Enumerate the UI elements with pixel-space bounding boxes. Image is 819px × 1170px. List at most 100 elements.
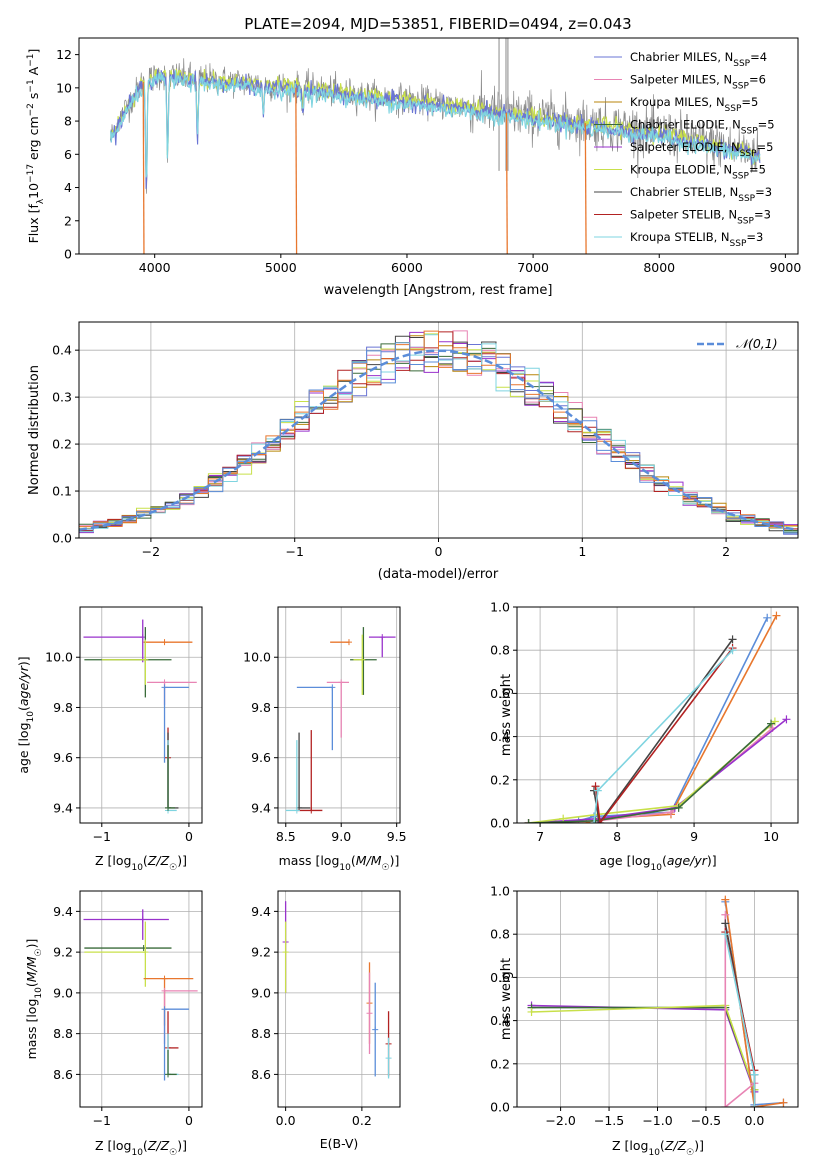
legend-entry: Kroupa STELIB, NSSP=3 <box>630 230 763 249</box>
y-tick-label: 0.6 <box>490 970 510 985</box>
y-axis-label: mass weight <box>499 958 514 1040</box>
x-tick-label: 0.2 <box>352 1113 372 1128</box>
y-tick-label: 0.4 <box>490 1013 510 1028</box>
errorbar <box>83 909 169 940</box>
data-point <box>372 1026 379 1033</box>
plot-area <box>282 901 392 1079</box>
data-point <box>161 684 168 691</box>
plot-area <box>83 619 197 814</box>
y-tick-label: 0.0 <box>52 531 72 546</box>
y-tick-label: 9.6 <box>53 750 73 765</box>
y-tick-label: 0.8 <box>490 643 510 658</box>
model-dropout <box>505 112 508 254</box>
y-tick-label: 0.0 <box>490 1100 510 1115</box>
errorbar <box>353 634 366 695</box>
x-tick-label: 9.5 <box>387 829 407 844</box>
y-tick-label: 9.8 <box>53 700 73 715</box>
y-tick-label: 9.4 <box>53 800 73 815</box>
x-tick-label: −2 <box>142 544 160 559</box>
data-point <box>524 819 533 823</box>
axes-frame <box>277 606 401 824</box>
x-axis-label: wavelength [Angstrom, rest frame] <box>324 283 553 298</box>
model-dropout <box>295 87 298 254</box>
legend-entry: Salpeter STELIB, NSSP=3 <box>630 208 771 227</box>
x-tick-label: 1 <box>578 544 586 559</box>
y-tick-label: 4 <box>64 180 72 195</box>
errorbar <box>296 732 311 811</box>
y-tick-label: 0.4 <box>52 343 72 358</box>
y-axis-label: mass [log10(M/M☉)] <box>24 939 44 1060</box>
y-axis-label: age [log10(age/yr)] <box>16 656 36 773</box>
data-point <box>763 613 772 622</box>
y-tick-label: 0.2 <box>52 437 72 452</box>
x-axis-label: Z [log10(Z/Z☉)] <box>95 853 187 873</box>
x-tick-label: 9.0 <box>331 829 351 844</box>
data-point <box>527 1007 536 1016</box>
x-tick-label: −1 <box>93 1113 111 1128</box>
data-point <box>591 816 600 823</box>
errorbar <box>165 740 177 814</box>
model-spectrum <box>109 70 761 178</box>
errorbar <box>84 921 149 987</box>
data-point <box>728 635 737 644</box>
data-point <box>767 719 776 728</box>
data-point <box>161 987 168 994</box>
weight-z-panel: −2.0 −1.5 −1.0 −0.5 0.0 0.0 0.2 0.4 0.6 0.8 1.0 Z [… <box>490 884 799 1158</box>
data-point <box>721 1103 730 1107</box>
x-axis-label: mass [log10(M/M☉)] <box>279 853 400 873</box>
errorbar <box>296 684 336 751</box>
x-tick-label: 0.0 <box>276 1113 296 1128</box>
y-tick-label: 9.4 <box>53 904 73 919</box>
model-dropout <box>584 123 587 254</box>
data-point <box>142 656 149 663</box>
x-tick-label: 10 <box>763 829 779 844</box>
y-tick-label: 9.8 <box>251 700 271 715</box>
mass-ebv-panel: 0.0 0.2 8.6 8.8 9.0 9.2 9.4 E(B-V) <box>251 890 401 1151</box>
x-axis-label: E(B-V) <box>320 1136 359 1151</box>
x-tick-label: 8000 <box>643 260 675 275</box>
errorbar <box>165 1011 179 1051</box>
data-point <box>721 895 730 904</box>
y-tick-label: 0.0 <box>490 816 510 831</box>
errorbar <box>143 639 193 646</box>
y-tick-label: 0.2 <box>490 1056 510 1071</box>
data-point <box>772 611 781 620</box>
plot-area <box>109 38 761 254</box>
legend-entry: Chabrier STELIB, NSSP=3 <box>630 185 772 204</box>
x-tick-label: 6000 <box>391 260 423 275</box>
y-tick-label: 9.2 <box>251 945 271 960</box>
x-tick-label: 0.0 <box>744 1113 764 1128</box>
errorbar <box>372 982 379 1077</box>
y-tick-label: 6 <box>64 147 72 162</box>
axes-frame <box>516 606 799 824</box>
errorbar <box>161 987 198 1044</box>
errorbar <box>296 730 323 814</box>
y-axis-label: mass weight <box>499 674 514 756</box>
data-point <box>366 1010 373 1017</box>
axes-frame <box>79 890 203 1108</box>
y-tick-label: 8.8 <box>53 1026 73 1041</box>
data-point <box>161 679 168 686</box>
x-tick-label: 8 <box>613 829 621 844</box>
weight-series <box>724 899 784 1107</box>
gaussian-curve <box>79 349 798 532</box>
y-tick-label: 12 <box>56 47 72 62</box>
data-point <box>308 807 315 814</box>
x-tick-label: 8.5 <box>276 829 296 844</box>
legend-entry: 𝒩(0,1) <box>736 336 778 351</box>
weight-series <box>531 1004 756 1093</box>
data-point <box>721 930 730 939</box>
errorbar <box>165 732 179 811</box>
y-tick-label: 2 <box>64 213 72 228</box>
y-tick-label: 9.0 <box>251 985 271 1000</box>
x-tick-label: −1.5 <box>594 1113 624 1128</box>
data-point <box>161 639 168 646</box>
x-tick-label: 4000 <box>139 260 171 275</box>
y-tick-label: 8.6 <box>53 1067 73 1082</box>
axes-frame <box>78 37 799 255</box>
errorbar <box>165 1033 179 1078</box>
x-tick-label: 7 <box>536 829 544 844</box>
x-axis-label: Z [log10(Z/Z☉)] <box>95 1138 187 1158</box>
x-tick-label: 9 <box>690 829 698 844</box>
errorbar <box>385 1037 392 1079</box>
